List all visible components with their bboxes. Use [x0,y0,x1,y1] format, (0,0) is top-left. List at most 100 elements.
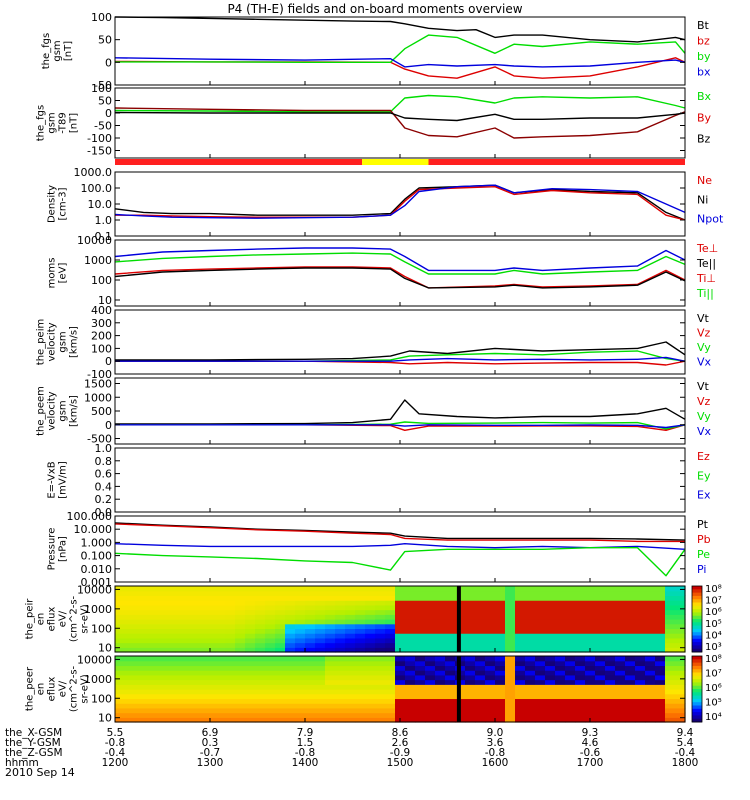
spectrogram-cell [515,600,526,606]
spectrogram-cell [145,665,156,671]
spectrogram-cell [245,633,256,639]
spectrogram-cell [425,707,436,714]
spectrogram-cell [285,679,296,685]
spectrogram-cell [255,642,266,648]
spectrogram-cell [235,693,246,700]
spectrogram-cell [495,619,506,625]
spectrogram-cell [305,614,316,620]
spectrogram-cell [155,628,166,634]
spectrogram-cell [555,647,566,653]
spectrogram-cell [475,674,486,681]
spectrogram-cell [145,656,156,662]
spectrogram-cell [415,707,426,714]
spectrogram-cell [655,628,666,634]
spectrogram-cell [405,619,416,625]
spectrogram-cell [635,595,646,601]
spectrogram-cell [165,679,176,685]
spectrogram-cell [415,633,426,639]
spectrogram-cell [345,623,356,630]
spectrogram-cell [565,647,576,653]
spectrogram-cell [135,712,146,718]
spectrogram-cell [465,633,476,639]
spectrogram-cell [215,703,226,709]
spectrogram-cell [355,703,366,709]
spectrogram-cell [355,670,366,676]
spectrogram-cell [485,656,496,662]
spectrogram-cell [225,609,236,615]
y-tick-label: 10000 [77,653,112,666]
spectrogram-cell [135,656,146,662]
colorbar-cell [692,638,702,643]
series-line-peem-velocity-Vt [115,399,686,425]
spectrogram-cell [335,684,346,690]
spectrogram-cell [395,628,406,634]
spectrogram-cell [385,623,396,630]
spectrogram-cell [525,586,536,592]
spectrogram-cell [335,628,346,634]
spectrogram-cell [285,637,296,644]
spectrogram-cell [515,604,526,611]
spectrogram-cell [385,707,396,714]
spectrogram-cell [155,604,166,611]
spectrogram-cell [345,703,356,709]
y-tick-label: 0 [105,355,112,368]
colorbar-label: 10⁷ [705,669,722,680]
spectrogram-cell [125,633,136,639]
spectrogram-cell [525,707,536,714]
spectrogram-cell [365,670,376,676]
spectrogram-cell [535,590,546,597]
spectrogram-cell [475,647,486,653]
spectrogram-cell [335,698,346,704]
spectrogram-cell [295,670,306,676]
spectrogram-cell [165,660,176,667]
spectrogram-cell [345,712,356,718]
spectrogram-cell [485,637,496,644]
spectrogram-cell [385,698,396,704]
spectrogram-cell [385,660,396,667]
colorbar-label: 10⁵ [705,619,722,630]
spectrogram-cell [365,586,376,592]
series-line-temperature-Ti [114,252,686,275]
spectrogram-cell [295,647,306,653]
y-axis-label: moms [47,258,58,289]
spectrogram-cell [655,674,666,681]
spectrogram-cell [115,674,126,681]
spectrogram-cell [245,595,256,601]
spectrogram-cell [445,679,456,685]
spectrogram-cell [535,604,546,611]
spectrogram-cell [515,614,526,620]
y-axis-label: (cm^2-s- [69,595,80,642]
spectrogram-cell [135,628,146,634]
spectrogram-cell [645,665,656,671]
spectrogram-cell [595,647,606,653]
spectrogram-cell [235,679,246,685]
spectrogram-cell [325,633,336,639]
spectrogram-cell [535,674,546,681]
spectrogram-cell [555,707,566,714]
spectrogram-cell [245,665,256,671]
spectrogram-cell [605,614,616,620]
spectrogram-cell [425,670,436,676]
spectrogram-cell [225,707,236,714]
spectrogram-cell [505,595,516,601]
spectrogram-cell [595,698,606,704]
spectrogram-cell [625,586,636,592]
spectrogram-cell [215,674,226,681]
spectrogram-cell [605,703,616,709]
spectrogram-cell [565,693,576,700]
spectrogram-cell [655,656,666,662]
spectrogram-cell [295,707,306,714]
spectrogram-cell [565,633,576,639]
spectrogram-cell [565,707,576,714]
spectrogram-cell [295,656,306,662]
spectrogram-cell [255,628,266,634]
spectrogram-cell [305,684,316,690]
x-row-label: the_Z-GSM [5,747,63,759]
spectrogram-cell [205,703,216,709]
spectrogram-cell [295,660,306,667]
spectrogram-cell [575,698,586,704]
spectrogram-cell [125,647,136,653]
legend-temperature: Te⊥Te||Ti⊥Ti|| [696,242,718,300]
legend-entry: By [697,111,712,124]
spectrogram-cell [525,656,536,662]
